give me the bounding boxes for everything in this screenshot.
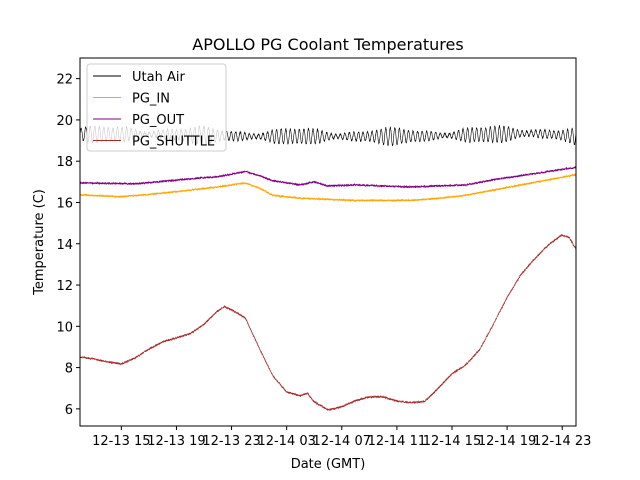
legend-label: Utah Air bbox=[132, 70, 185, 85]
x-tick-label: 12-14 19 bbox=[478, 434, 536, 449]
y-tick-label: 20 bbox=[56, 114, 73, 129]
y-tick-label: 18 bbox=[56, 155, 73, 170]
y-axis: 6 8 10 12 14 16 18 20 22 bbox=[56, 73, 80, 418]
x-tick-label: 12-13 15 bbox=[92, 434, 150, 449]
x-tick-label: 12-14 23 bbox=[533, 434, 591, 449]
series-line-pg-shuttle bbox=[80, 233, 576, 412]
legend-label: PG_OUT bbox=[132, 113, 184, 128]
x-axis-label: Date (GMT) bbox=[291, 457, 366, 472]
y-tick-label: 14 bbox=[56, 238, 73, 253]
y-tick-label: 10 bbox=[56, 320, 73, 335]
y-axis-label: Temperature (C) bbox=[32, 189, 47, 296]
x-tick-label: 12-14 15 bbox=[423, 434, 481, 449]
legend-label: PG_SHUTTLE bbox=[132, 135, 215, 150]
x-tick-label: 12-14 11 bbox=[368, 434, 426, 449]
series-line-pg-in bbox=[80, 173, 576, 203]
legend-box bbox=[86, 63, 227, 152]
x-tick-label: 12-13 23 bbox=[202, 434, 260, 449]
chart-title: APOLLO PG Coolant Temperatures bbox=[192, 35, 463, 54]
x-tick-label: 12-14 03 bbox=[257, 434, 315, 449]
x-tick-label: 12-14 07 bbox=[313, 434, 371, 449]
y-tick-label: 12 bbox=[56, 279, 73, 294]
series-line-pg-out bbox=[80, 166, 576, 189]
legend-label: PG_IN bbox=[132, 92, 170, 107]
x-tick-label: 12-13 19 bbox=[147, 434, 205, 449]
y-tick-label: 6 bbox=[65, 403, 73, 418]
plot-frame bbox=[79, 57, 577, 427]
y-tick-label: 16 bbox=[56, 196, 73, 211]
legend: Utah Air PG_IN PG_OUT PG_SHUTTLE bbox=[86, 63, 227, 152]
y-tick-label: 22 bbox=[56, 73, 73, 88]
y-tick-label: 8 bbox=[65, 362, 73, 377]
